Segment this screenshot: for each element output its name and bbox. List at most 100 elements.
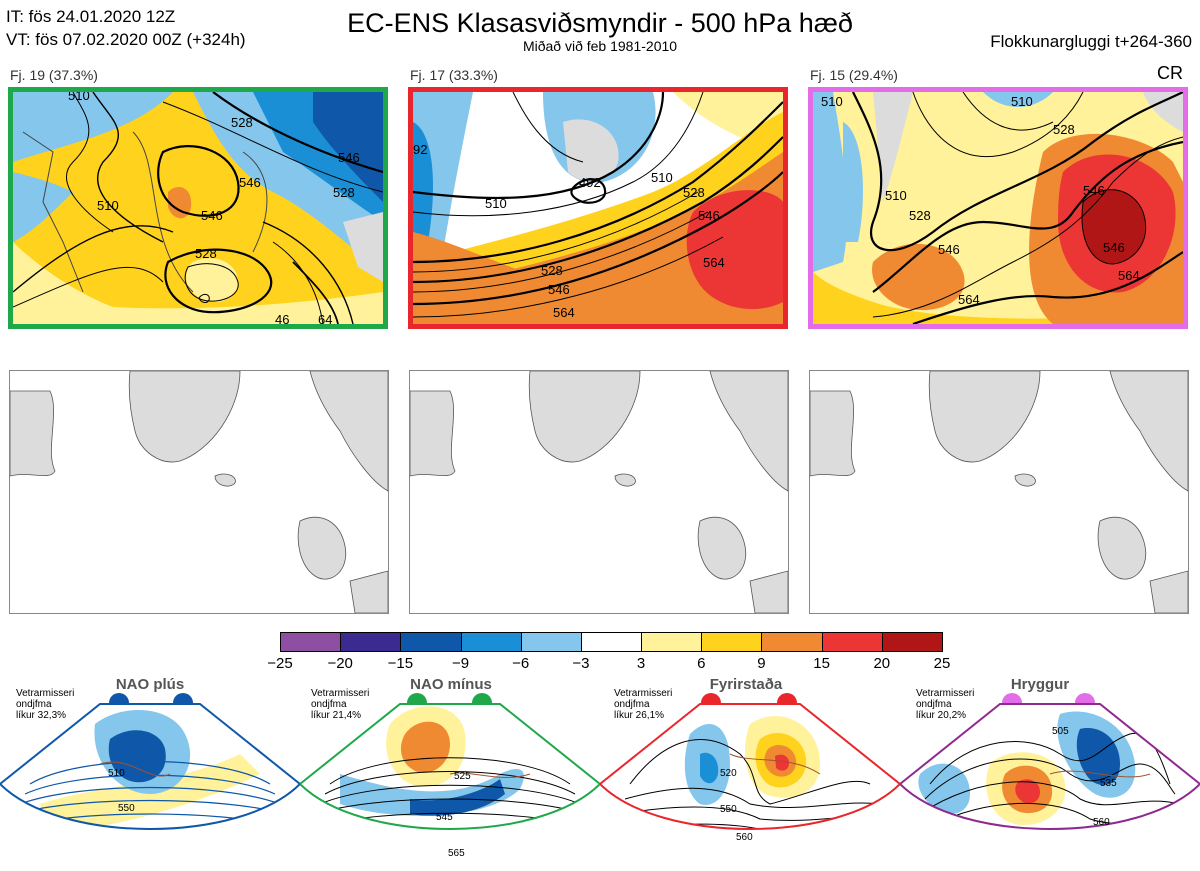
colorbar-cell <box>520 632 582 652</box>
colorbar-cell <box>400 632 462 652</box>
clustering-window: Flokkunargluggi t+264-360 <box>990 32 1192 51</box>
cluster-3-contour-label: 546 <box>1103 240 1125 255</box>
regime-info-line: ondjfma <box>311 699 347 710</box>
regime-info-line: ondjfma <box>916 699 952 710</box>
regime-2-info: Vetrarmisseri ondjfma líkur 21,4% <box>311 688 391 721</box>
regime-1-contour-label: 510 <box>108 768 125 779</box>
colorbar-tick-label: 25 <box>933 655 951 672</box>
regime-3-map: 520 550 560 <box>600 703 900 843</box>
regime-info-line: ondjfma <box>614 699 650 710</box>
regime-1-title: NAO plús <box>115 676 185 693</box>
colorbar-cell <box>340 632 402 652</box>
cluster-3-label: Fj. 15 (29.4%) <box>810 67 898 83</box>
cluster-3-lower-map <box>809 370 1189 614</box>
regime-2-title: NAO mínus <box>410 676 492 693</box>
regime-4-map: 505 535 560 <box>900 703 1200 830</box>
regime-4-contour-label: 560 <box>1093 817 1110 828</box>
cluster-3-contour-label: 528 <box>1053 122 1075 137</box>
cluster-3-contour-label: 546 <box>1083 183 1105 198</box>
cluster-3-contour-label: 528 <box>909 208 931 223</box>
regime-info-line: Vetrarmisseri <box>16 688 75 699</box>
cluster-1-contour-label: 510 <box>97 198 119 213</box>
regime-3-contour-label: 560 <box>736 832 753 843</box>
cluster-2-map: 92 510 492 510 528 546 564 528 546 564 <box>408 87 788 329</box>
cluster-2-contour-label: 528 <box>683 185 705 200</box>
cluster-1-contour-label: 546 <box>201 208 223 223</box>
colorbar-cell <box>280 632 342 652</box>
cluster-1-contour-label: 46 <box>275 312 289 324</box>
cluster-3-contour-label: 510 <box>1011 94 1033 109</box>
regime-1-map: 510 550 <box>0 703 300 830</box>
regime-2-map: 525 545 565 <box>300 703 600 859</box>
cluster-1-contour-label: 528 <box>333 185 355 200</box>
regime-2-contour-label: 565 <box>448 848 465 859</box>
colorbar-tick-label: 6 <box>697 655 706 672</box>
valid-time: VT: fös 07.02.2020 00Z (+324h) <box>6 30 246 49</box>
cluster-2-contour-label: 546 <box>698 208 720 223</box>
cluster-3-contour-label: 564 <box>958 292 980 307</box>
cluster-1-lower-map <box>9 370 389 614</box>
colorbar-cell <box>881 632 943 652</box>
regime-3-info: Vetrarmisseri ondjfma líkur 26,1% <box>614 688 694 721</box>
cluster-2-contour-label: 564 <box>553 305 575 320</box>
corner-code: CR <box>1157 63 1183 83</box>
cluster-2-contour-label: 492 <box>579 175 601 190</box>
colorbar-cell <box>821 632 883 652</box>
colorbar-tick-label: −6 <box>512 655 530 672</box>
cluster-3-contour-label: 510 <box>821 94 843 109</box>
regime-4-title: Hryggur <box>1010 676 1070 693</box>
colorbar-cell <box>641 632 703 652</box>
regime-4-info: Vetrarmisseri ondjfma líkur 20,2% <box>916 688 996 721</box>
cluster-2-contour-label: 510 <box>485 196 507 211</box>
regime-2-contour-label: 525 <box>454 771 471 782</box>
regime-4-contour-label: 535 <box>1100 778 1117 789</box>
cluster-1-contour-label: 528 <box>195 246 217 261</box>
cluster-3-map: 510 510 528 510 528 546 546 564 546 564 <box>808 87 1188 329</box>
cluster-2-contour-label: 546 <box>548 282 570 297</box>
colorbar-tick-label: −25 <box>267 655 293 672</box>
page-subtitle: Miðað við feb 1981-2010 <box>522 38 678 54</box>
cluster-3-contour-label: 510 <box>885 188 907 203</box>
colorbar-tick-label: 15 <box>813 655 830 672</box>
colorbar-tick-label: −9 <box>451 655 470 672</box>
cluster-2-contour-label: 528 <box>541 263 563 278</box>
colorbar-tick-label: −15 <box>387 655 414 672</box>
cluster-1-label: Fj. 19 (37.3%) <box>10 67 98 83</box>
cluster-2-label: Fj. 17 (33.3%) <box>410 67 498 83</box>
regimes: NAO plús Vetrarmisseri ondjfma líkur 32,… <box>0 676 1200 871</box>
cluster-3-contour-label: 546 <box>938 242 960 257</box>
cluster-3-contour-label: 564 <box>1118 268 1140 283</box>
colorbar-cell <box>460 632 522 652</box>
colorbar-tick-label: 20 <box>873 655 891 672</box>
regime-info-line: ondjfma <box>16 699 52 710</box>
cluster-1-contour-label: 546 <box>239 175 261 190</box>
cluster-1-contour-label: 528 <box>231 115 253 130</box>
regime-1-contour-label: 550 <box>118 803 135 814</box>
regime-info-line: líkur 21,4% <box>311 710 362 721</box>
colorbar-cell <box>701 632 763 652</box>
regime-info-line: Vetrarmisseri <box>311 688 370 699</box>
regime-3-contour-label: 550 <box>720 804 737 815</box>
cluster-1-map: 510 528 546 528 546 546 528 510 46 64 <box>8 87 388 329</box>
cluster-1-contour-label: 510 <box>68 92 90 103</box>
cluster-2-contour-label: 510 <box>651 170 673 185</box>
page-title: EC-ENS Klasasviðsmyndir - 500 hPa hæð <box>347 8 853 38</box>
cluster-2-contour-label: 564 <box>703 255 725 270</box>
colorbar-tick-label: 9 <box>757 655 766 672</box>
colorbar-tick-label: −3 <box>572 655 590 672</box>
cluster-1-contour-label: 546 <box>338 150 360 165</box>
cluster-1-contour-label: 64 <box>318 312 332 324</box>
regime-info-line: líkur 32,3% <box>16 710 67 721</box>
regime-info-line: líkur 26,1% <box>614 710 665 721</box>
regime-3-contour-label: 520 <box>720 768 737 779</box>
cluster-2-lower-map <box>409 370 789 614</box>
regime-info-line: Vetrarmisseri <box>614 688 673 699</box>
regime-info-line: Vetrarmisseri <box>916 688 975 699</box>
regime-4-contour-label: 505 <box>1052 726 1069 737</box>
colorbar-cell <box>761 632 823 652</box>
colorbar-tick-label: 3 <box>636 655 646 672</box>
regime-info-line: líkur 20,2% <box>916 710 967 721</box>
regime-2-contour-label: 545 <box>436 812 453 823</box>
issue-time: IT: fös 24.01.2020 12Z <box>6 7 176 26</box>
regime-1-info: Vetrarmisseri ondjfma líkur 32,3% <box>16 688 96 721</box>
